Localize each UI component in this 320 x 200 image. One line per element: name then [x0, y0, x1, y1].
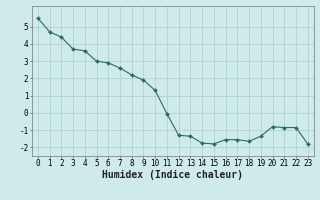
- X-axis label: Humidex (Indice chaleur): Humidex (Indice chaleur): [102, 170, 243, 180]
